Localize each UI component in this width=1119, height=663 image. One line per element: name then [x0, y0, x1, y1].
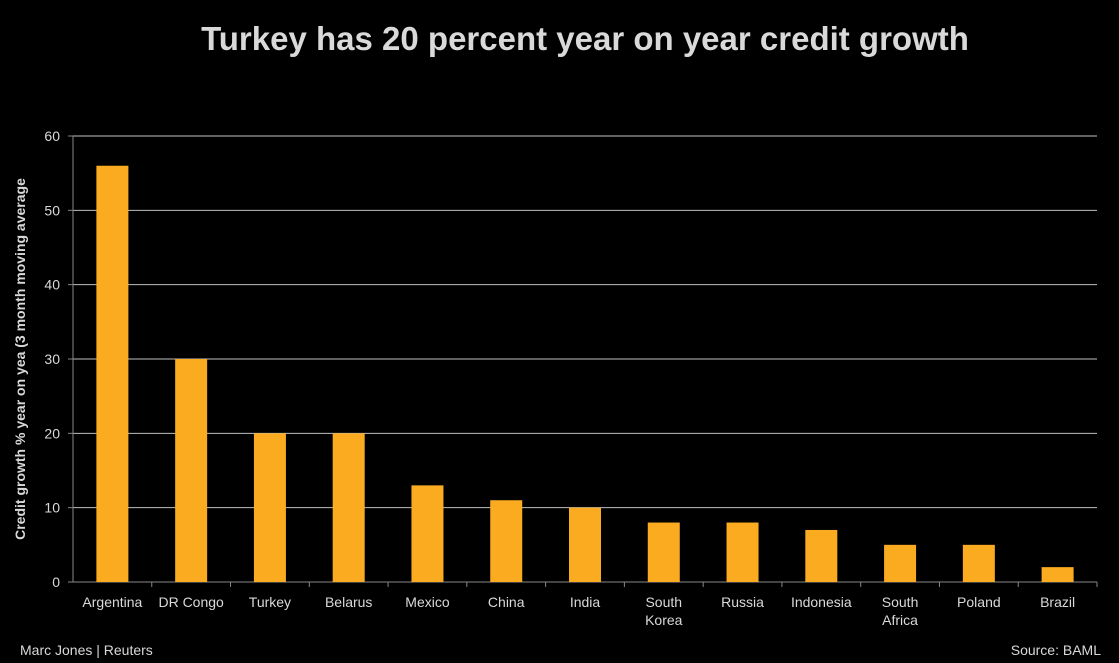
bar-mexico — [411, 485, 444, 582]
bar-brazil — [1041, 567, 1074, 582]
y-tick-label: 0 — [52, 574, 60, 590]
bar-china — [490, 500, 523, 582]
bar-poland — [962, 544, 995, 582]
x-tick-label: Russia — [721, 594, 764, 610]
bar-dr-congo — [175, 359, 208, 582]
y-tick-label: 10 — [44, 500, 60, 516]
byline: Marc Jones | Reuters — [20, 642, 153, 658]
x-tick-label: China — [488, 594, 525, 610]
x-tick-label: Brazil — [1040, 594, 1075, 610]
y-tick-label: 40 — [44, 277, 60, 293]
x-tick-label: India — [570, 594, 601, 610]
y-tick-label: 30 — [44, 351, 60, 367]
y-tick-label: 60 — [44, 128, 60, 144]
source-note: Source: BAML — [1010, 642, 1101, 658]
x-tick-label: South Korea — [645, 594, 683, 628]
bar-belarus — [332, 433, 365, 582]
x-tick-label: South Africa — [882, 594, 919, 628]
bar-south-korea — [647, 522, 680, 582]
bar-russia — [726, 522, 759, 582]
bar-turkey — [253, 433, 286, 582]
x-tick-label: Turkey — [249, 594, 291, 610]
x-tick-label: Mexico — [405, 594, 450, 610]
bar-indonesia — [805, 529, 838, 582]
bar-south-africa — [884, 544, 917, 582]
x-tick-label: Poland — [957, 594, 1001, 610]
x-tick-label: Argentina — [82, 594, 142, 610]
x-tick-label: Belarus — [325, 594, 372, 610]
y-tick-label: 20 — [44, 425, 60, 441]
chart-title: Turkey has 20 percent year on year credi… — [201, 20, 969, 57]
bar-argentina — [96, 165, 129, 582]
bar-india — [569, 507, 601, 582]
x-tick-label: DR Congo — [158, 594, 224, 610]
y-tick-label: 50 — [44, 202, 60, 218]
x-tick-label: Indonesia — [791, 594, 852, 610]
